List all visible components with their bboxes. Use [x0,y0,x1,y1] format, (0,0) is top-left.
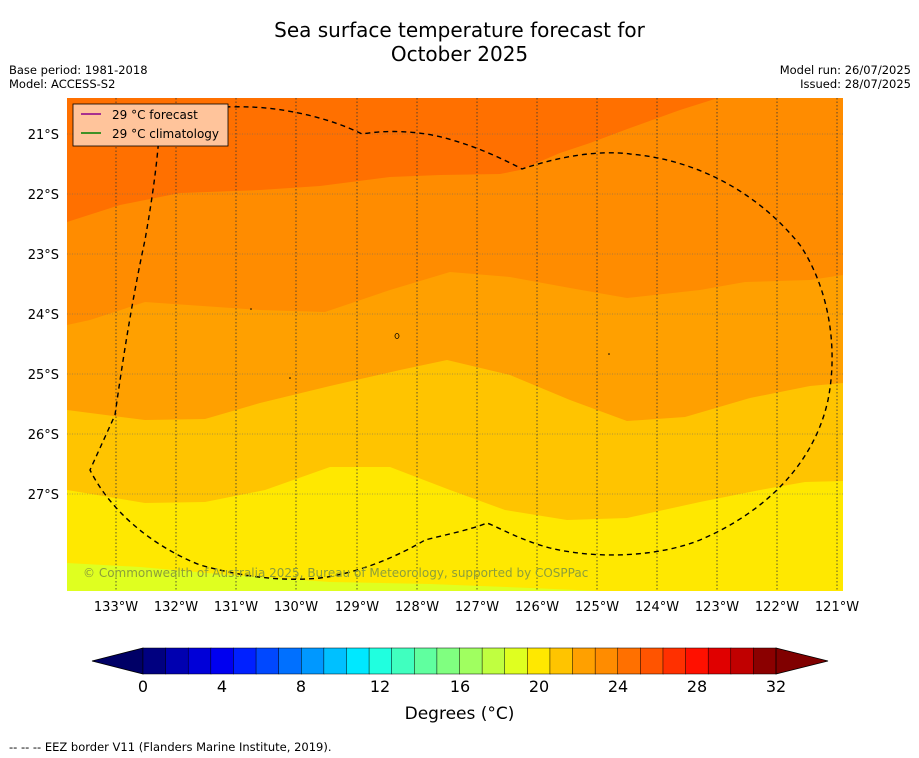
lon-label: 130°W [274,600,318,615]
lat-label: 25°S [28,368,59,383]
lon-label: 132°W [154,600,198,615]
colorbar-ticks: 0 4 8 12 16 20 24 28 32 [138,677,786,696]
legend-forecast-label: 29 °C forecast [112,108,198,122]
colorbar-segment [662,647,687,675]
legend-climatology-label: 29 °C climatology [112,127,219,141]
colorbar-segment [753,647,777,675]
colorbar-segment [346,647,370,675]
lon-label: 127°W [455,600,499,615]
colorbar-segment [707,647,732,675]
colorbar-under-arrow [91,647,144,675]
model-name: Model: ACCESS-S2 [9,77,116,91]
issued-date: Issued: 28/07/2025 [800,77,911,91]
island [608,353,610,355]
colorbar-segment [165,647,189,675]
colorbar-segment [527,647,551,675]
sst-band-23-right [600,578,843,591]
lat-label: 27°S [28,488,59,503]
lon-label: 131°W [214,600,258,615]
colorbar-tick: 32 [766,677,786,696]
eez-footnote: -- -- -- EEZ border V11 (Flanders Marine… [9,740,332,754]
colorbar-segment [301,647,325,675]
colorbar-segment [436,647,461,675]
colorbar-tick: 24 [608,677,628,696]
colorbar-segment [594,647,619,675]
lon-label: 129°W [335,600,379,615]
lat-label: 21°S [28,128,59,143]
colorbar-segment [414,647,438,675]
colorbar-tick: 20 [529,677,549,696]
colorbar-segment [640,647,664,675]
lat-label: 22°S [28,188,59,203]
colorbar-segment [617,647,641,675]
lat-label: 23°S [28,248,59,263]
lon-label: 123°W [695,600,739,615]
island [289,377,291,379]
title-line-2: October 2025 [390,42,529,66]
lon-label: 126°W [515,600,559,615]
colorbar-segment [459,647,483,675]
colorbar-segment [504,647,528,675]
lon-label: 121°W [815,600,859,615]
lon-label: 133°W [94,600,138,615]
lon-label: 125°W [575,600,619,615]
colorbar-over-arrow [775,647,829,675]
colorbar-segment [255,647,280,675]
map-title: Sea surface temperature forecast for Oct… [0,18,919,66]
colorbar-segment [481,647,506,675]
meta-left: Base period: 1981-2018 Model: ACCESS-S2 [9,63,148,91]
colorbar-segment [549,647,574,675]
map-legend: 29 °C forecast 29 °C climatology [72,103,229,147]
sst-band-24 [67,467,843,591]
sst-map: © Commonwealth of Australia 2025, Bureau… [67,98,843,591]
longitude-gridlines [115,98,838,591]
colorbar-segment [323,647,348,675]
copyright-text: © Commonwealth of Australia 2025, Bureau… [83,566,588,580]
sst-band-28 [67,98,718,222]
colorbar-segment [391,647,415,675]
sst-band-23 [67,563,600,591]
island [394,333,400,339]
eez-border [89,106,833,580]
colorbar-segment [685,647,709,675]
latitude-labels: 21°S 22°S 23°S 24°S 25°S 26°S 27°S [28,128,59,503]
longitude-labels: 133°W 132°W 131°W 130°W 129°W 128°W 127°… [94,600,859,615]
meta-right: Model run: 26/07/2025 Issued: 28/07/2025 [780,63,911,91]
colorbar-tick: 4 [217,677,227,696]
colorbar-segment [210,647,234,675]
colorbar-segment [730,647,754,675]
lon-label: 128°W [395,600,439,615]
colorbar-tick: 16 [450,677,470,696]
title-line-1: Sea surface temperature forecast for [274,18,645,42]
colorbar-tick: 0 [138,677,148,696]
colorbar-segment [233,647,257,675]
lat-label: 24°S [28,308,59,323]
base-period: Base period: 1981-2018 [9,63,148,77]
lat-label: 26°S [28,428,59,443]
colorbar-tick: 28 [687,677,707,696]
colorbar-tick: 8 [296,677,306,696]
island [250,308,252,310]
lon-label: 124°W [635,600,679,615]
lon-label: 122°W [755,600,799,615]
colorbar-segment [368,647,393,675]
colorbar-segment [187,647,212,675]
colorbar [91,647,829,675]
latitude-gridlines [67,133,843,495]
model-run: Model run: 26/07/2025 [779,63,911,77]
colorbar-label: Degrees (°C) [404,704,515,724]
colorbar-segment [572,647,596,675]
colorbar-tick: 12 [370,677,390,696]
colorbar-segment [142,647,167,675]
colorbar-segment [278,647,302,675]
